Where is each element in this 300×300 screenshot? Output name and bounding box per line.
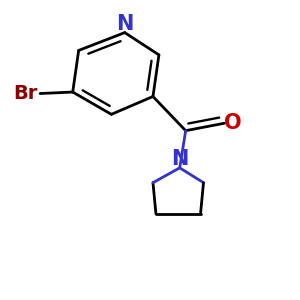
Text: O: O: [224, 113, 242, 133]
Text: Br: Br: [13, 84, 38, 103]
Text: N: N: [116, 14, 134, 34]
Text: N: N: [171, 149, 188, 169]
